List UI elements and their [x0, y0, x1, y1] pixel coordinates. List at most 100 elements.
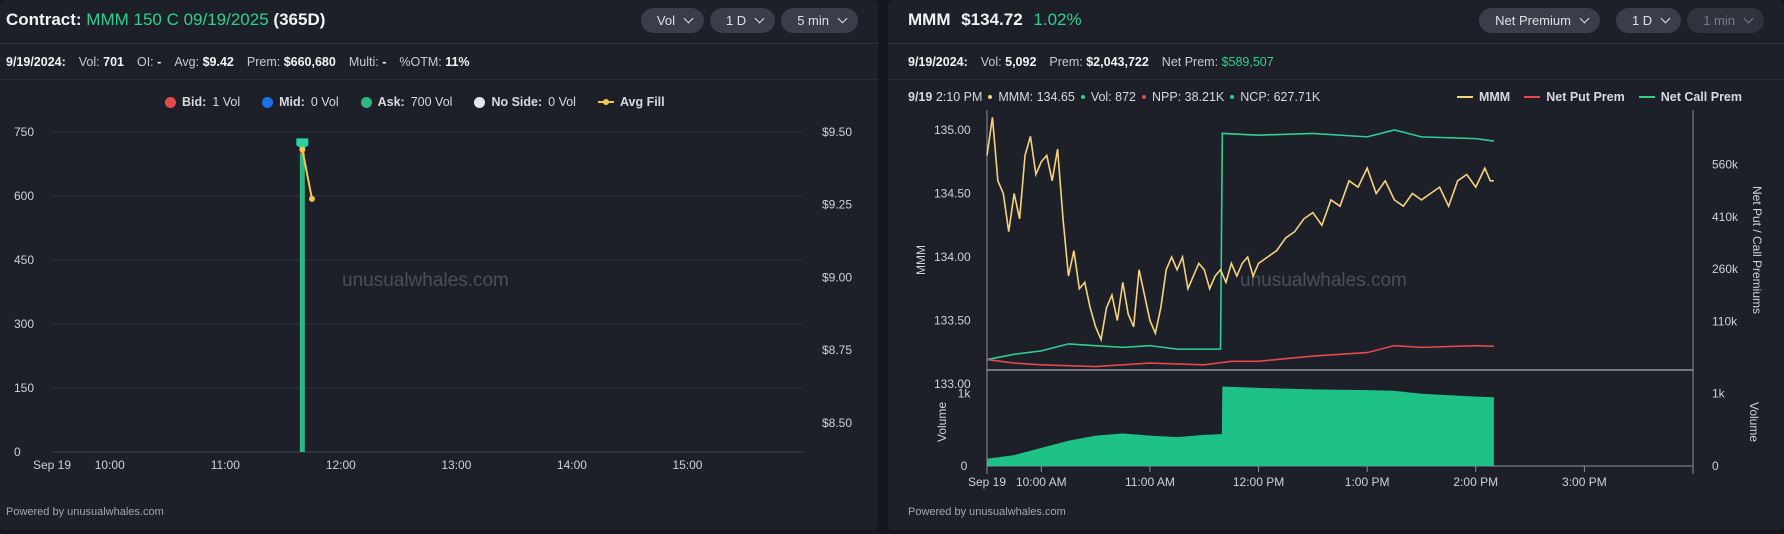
- y-tick-label: 750: [14, 125, 34, 139]
- x-tick-label: 14:00: [557, 458, 587, 472]
- metric-dropdown[interactable]: Vol: [640, 8, 704, 33]
- y2-tick-label: $9.25: [822, 198, 852, 212]
- x-tick-label: 3:00 PM: [1562, 475, 1607, 489]
- interval-dropdown[interactable]: 1 min: [1687, 8, 1764, 33]
- y-tick-label: 133.00: [934, 377, 971, 391]
- net-call-prem-line: [986, 129, 1494, 361]
- range-dropdown[interactable]: 1 D: [709, 8, 776, 33]
- ask-volume-bar: [299, 153, 305, 453]
- info-time: 2:10 PM: [935, 90, 983, 104]
- legend-value: 0 Vol: [310, 95, 339, 109]
- net-put-prem-line: [986, 344, 1494, 368]
- y2-tick-label: $9.50: [822, 125, 852, 139]
- chevron-down-icon: [837, 13, 848, 24]
- avg-fill-line: [301, 149, 313, 200]
- x-tick-label: 2:00 PM: [1453, 475, 1498, 489]
- legend-name: Net Put Prem: [1546, 90, 1625, 104]
- x-tick-label: 11:00 AM: [1125, 475, 1175, 489]
- avg-fill-point: [308, 195, 315, 202]
- powered-by[interactable]: Powered by unusualwhales.com: [6, 506, 164, 518]
- legend-name: Net Call Prem: [1660, 90, 1742, 104]
- legend-item[interactable]: Bid: 1 Vol: [165, 95, 240, 109]
- premium-type-dropdown[interactable]: Net Premium: [1479, 8, 1600, 33]
- npp-dot-icon: [1142, 95, 1146, 99]
- legend-item[interactable]: MMM: [1456, 90, 1511, 104]
- powered-by[interactable]: Powered by unusualwhales.com: [908, 506, 1066, 518]
- net-premium-panel: MMM $134.72 1.02% Net Premium 1 D 1 min …: [888, 0, 1784, 530]
- legend-name: Bid:: [182, 95, 207, 109]
- contract-volume-panel: Contract: MMM 150 C 09/19/2025 (365D) Vo…: [0, 0, 878, 530]
- x-tick-label: 12:00 PM: [1233, 475, 1284, 489]
- y-tick-label: 0: [14, 445, 21, 459]
- ticker-stats: 9/19/2024: Vol: 5,092 Prem: $2,043,722 N…: [888, 44, 1784, 80]
- range-dropdown[interactable]: 1 D: [1615, 8, 1682, 33]
- x-tick-label: Sep 19: [968, 475, 1006, 489]
- avg-fill-icon: [597, 99, 614, 105]
- right-dropdowns: Net Premium 1 D 1 min: [1479, 8, 1764, 33]
- legend-dot-icon: [474, 96, 486, 108]
- y-tick-label: 133.50: [934, 314, 971, 328]
- net-premium-chart[interactable]: 133.00 133.50 134.00 134.50 135.00 MMM 110k 260…: [888, 110, 1784, 500]
- info-ncp: NCP: 627.71K: [1240, 90, 1321, 104]
- x-tick-label: Sep 19: [33, 458, 71, 472]
- stat-multi: -: [382, 54, 387, 69]
- info-date: 9/19: [908, 90, 933, 104]
- x-tick-label: 11:00: [211, 458, 240, 472]
- vol-axis-label: Volume: [1747, 402, 1761, 442]
- ticker-price: $134.72: [961, 10, 1023, 29]
- legend-name: No Side:: [491, 95, 543, 109]
- mmm-price-line: [986, 117, 1494, 343]
- y-tick-label: 134.00: [934, 250, 971, 264]
- vol-axis-label: Volume: [935, 402, 949, 442]
- legend-item[interactable]: Ask: 700 Vol: [360, 95, 453, 109]
- x-tick-label: 12:00: [326, 458, 356, 472]
- x-tick-label: 1:00 PM: [1345, 475, 1390, 489]
- chevron-down-icon: [683, 13, 694, 24]
- info-vol: Vol: 872: [1090, 90, 1136, 104]
- stat-premium: $660,680: [283, 54, 336, 69]
- stat-oi: -: [157, 54, 162, 69]
- stat-otm: 11%: [445, 54, 470, 69]
- stat-volume: 701: [103, 54, 124, 69]
- trade-marker-icon: [296, 138, 309, 150]
- legend-item[interactable]: Avg Fill: [597, 95, 665, 109]
- contract-stats: 9/19/2024: Vol: 701 OI: - Avg: $9.42 Pre…: [0, 44, 878, 80]
- vol-tick-label: 0: [961, 459, 968, 473]
- crosshair-info: 9/19 2:10 PM MMM: 134.65 Vol: 872 NPP: 3…: [908, 90, 1320, 104]
- mmm-dot-icon: [988, 95, 993, 99]
- legend-item[interactable]: Mid: 0 Vol: [262, 95, 339, 109]
- y-tick-label: 600: [14, 189, 34, 203]
- stats-date: 9/19/2024:: [908, 54, 968, 69]
- chevron-down-icon: [1743, 13, 1754, 24]
- ticker-change: 1.02%: [1033, 10, 1082, 29]
- chevron-down-icon: [754, 13, 765, 24]
- contract-title: Contract: MMM 150 C 09/19/2025 (365D): [6, 10, 325, 30]
- legend-item[interactable]: Net Put Prem: [1524, 90, 1625, 104]
- watermark: unusualwhales.com: [1240, 270, 1407, 291]
- contract-symbol[interactable]: MMM 150 C 09/19/2025: [86, 10, 269, 29]
- y-tick-label: 300: [14, 317, 34, 331]
- legend-item[interactable]: No Side: 0 Vol: [474, 95, 576, 109]
- stat-avg: $9.42: [202, 54, 234, 69]
- legend-name: Ask:: [377, 95, 405, 109]
- ticker-header: MMM $134.72 1.02% Net Premium 1 D 1 min: [888, 0, 1784, 44]
- y2-tick-label: 410k: [1712, 210, 1739, 224]
- vol-tick-label: 0: [1712, 459, 1719, 473]
- legend-dot-icon: [165, 96, 176, 108]
- legend-name: MMM: [1478, 90, 1511, 104]
- y2-tick-label: $8.50: [822, 416, 852, 430]
- interval-dropdown[interactable]: 5 min: [781, 8, 858, 33]
- legend-dot-icon: [262, 96, 274, 108]
- left-dropdowns: Vol 1 D 5 min: [640, 8, 858, 33]
- stats-date: 9/19/2024:: [6, 54, 66, 69]
- y-tick-label: 134.50: [934, 187, 971, 201]
- ticker-symbol[interactable]: MMM: [908, 10, 951, 29]
- info-mmm: MMM: 134.65: [998, 90, 1075, 104]
- contract-volume-chart[interactable]: 0 150 300 450 600 750 $8.50 $8.75 $9.00 $9.25 $9.5…: [0, 115, 878, 515]
- volume-area: [987, 386, 1494, 466]
- x-tick-label: 13:00: [441, 458, 471, 472]
- y2-tick-label: 260k: [1712, 262, 1739, 276]
- left-chart-legend: Bid: 1 Vol Mid: 0 Vol Ask: 700 Vol No Side: 0 V…: [165, 95, 687, 109]
- legend-item[interactable]: Net Call Prem: [1638, 90, 1742, 104]
- legend-value: 700 Vol: [410, 95, 453, 109]
